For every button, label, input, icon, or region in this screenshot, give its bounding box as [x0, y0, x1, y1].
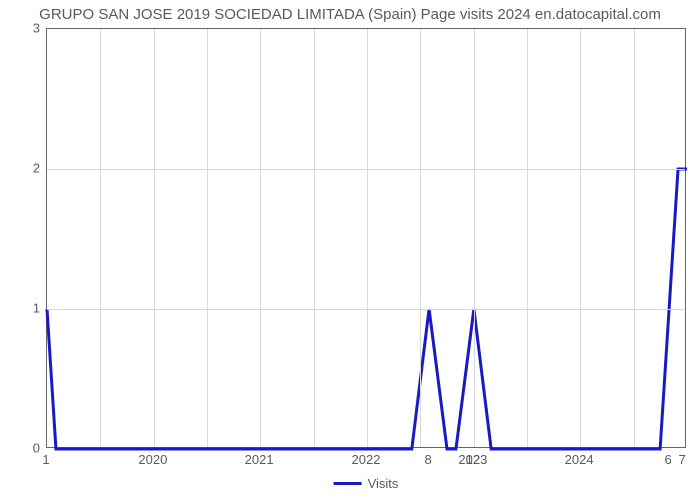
grid-vertical — [260, 29, 261, 447]
data-point-label: 1 — [42, 452, 49, 467]
grid-horizontal — [47, 309, 685, 310]
data-point-label: 6 — [664, 452, 671, 467]
grid-vertical — [314, 29, 315, 447]
legend-label: Visits — [368, 476, 399, 491]
grid-vertical — [100, 29, 101, 447]
grid-vertical — [580, 29, 581, 447]
data-point-label: 12 — [466, 452, 480, 467]
y-tick-label: 0 — [18, 441, 40, 456]
data-point-label: 7 — [679, 452, 686, 467]
plot-area — [46, 28, 686, 448]
legend-swatch — [334, 482, 362, 485]
grid-vertical — [367, 29, 368, 447]
chart-title: GRUPO SAN JOSE 2019 SOCIEDAD LIMITADA (S… — [0, 6, 700, 23]
x-tick-label: 2024 — [565, 452, 594, 467]
grid-horizontal — [47, 169, 685, 170]
grid-vertical — [474, 29, 475, 447]
grid-vertical — [154, 29, 155, 447]
data-point-label: 8 — [424, 452, 431, 467]
grid-vertical — [634, 29, 635, 447]
grid-vertical — [420, 29, 421, 447]
chart-container: GRUPO SAN JOSE 2019 SOCIEDAD LIMITADA (S… — [0, 0, 700, 500]
grid-vertical — [207, 29, 208, 447]
x-tick-label: 2022 — [352, 452, 381, 467]
x-tick-label: 2021 — [245, 452, 274, 467]
y-tick-label: 3 — [18, 21, 40, 36]
grid-vertical — [527, 29, 528, 447]
y-tick-label: 1 — [18, 301, 40, 316]
x-tick-label: 2020 — [138, 452, 167, 467]
legend: Visits — [334, 476, 399, 491]
y-tick-label: 2 — [18, 161, 40, 176]
